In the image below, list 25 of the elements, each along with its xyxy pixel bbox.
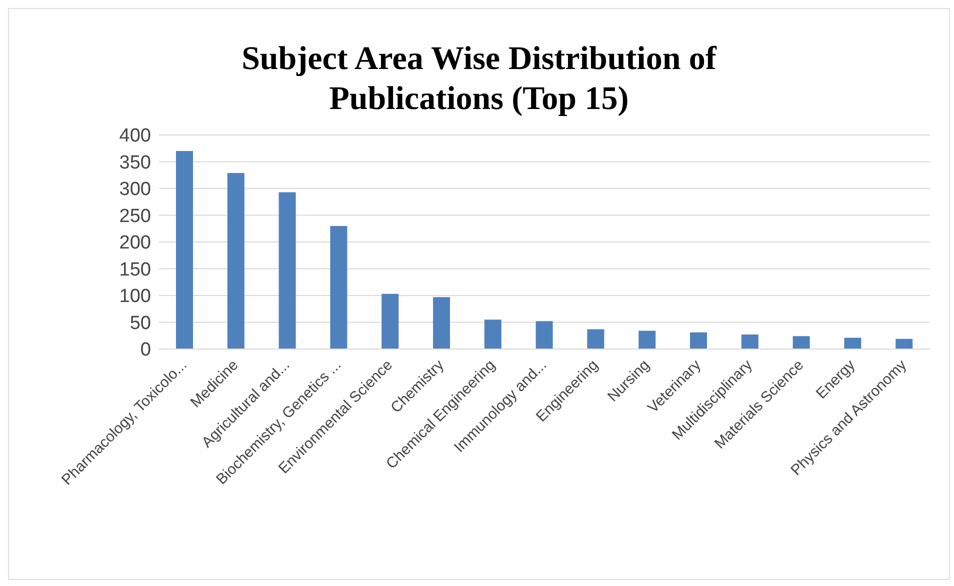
y-tick-label: 0: [140, 340, 151, 361]
bar: [330, 226, 348, 349]
bar: [433, 297, 450, 349]
y-tick-label: 300: [119, 179, 151, 200]
bar: [741, 334, 758, 349]
bar: [690, 332, 707, 349]
bar: [176, 151, 193, 349]
bar: [484, 320, 502, 349]
y-tick-label: 100: [119, 286, 151, 308]
bar: [638, 330, 656, 349]
bar: [792, 336, 810, 349]
y-tick-label: 150: [119, 259, 151, 280]
y-tick-label: 350: [119, 152, 151, 174]
bar: [536, 321, 553, 349]
y-tick-label: 400: [119, 126, 151, 147]
bar: [278, 192, 296, 349]
bar: [896, 338, 913, 349]
bar: [587, 329, 604, 349]
y-tick-label: 250: [119, 206, 151, 227]
y-tick-label: 200: [119, 232, 151, 254]
y-tick-label: 50: [130, 312, 151, 334]
bar: [227, 172, 244, 349]
bar: [844, 338, 862, 349]
chart-title: Subject Area Wise Distribution of Publications (Top 15): [240, 40, 718, 119]
bar: [382, 294, 399, 349]
